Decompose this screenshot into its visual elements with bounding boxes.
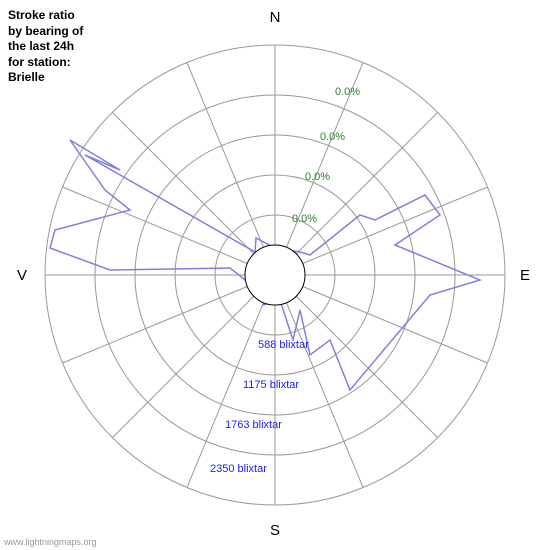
polar-chart: N E S V 0.0% 0.0% 0.0% 0.0% 588 blixtar 1175 bl… bbox=[0, 0, 550, 550]
svg-text:V: V bbox=[17, 267, 27, 284]
svg-text:N: N bbox=[270, 9, 281, 26]
svg-text:0.0%: 0.0% bbox=[305, 171, 330, 183]
svg-text:0.0%: 0.0% bbox=[335, 86, 360, 98]
svg-text:2350 blixtar: 2350 blixtar bbox=[210, 463, 267, 475]
svg-text:0.0%: 0.0% bbox=[320, 131, 345, 143]
center-hole bbox=[245, 245, 305, 305]
svg-text:0.0%: 0.0% bbox=[292, 213, 317, 225]
svg-text:S: S bbox=[270, 522, 280, 539]
svg-text:E: E bbox=[520, 267, 530, 284]
pct-labels: 0.0% 0.0% 0.0% 0.0% bbox=[292, 86, 360, 225]
attribution: www.lightningmaps.org bbox=[4, 537, 97, 547]
svg-text:1763 blixtar: 1763 blixtar bbox=[225, 419, 282, 431]
svg-text:588 blixtar: 588 blixtar bbox=[258, 339, 309, 351]
svg-text:1175 blixtar: 1175 blixtar bbox=[243, 379, 299, 391]
